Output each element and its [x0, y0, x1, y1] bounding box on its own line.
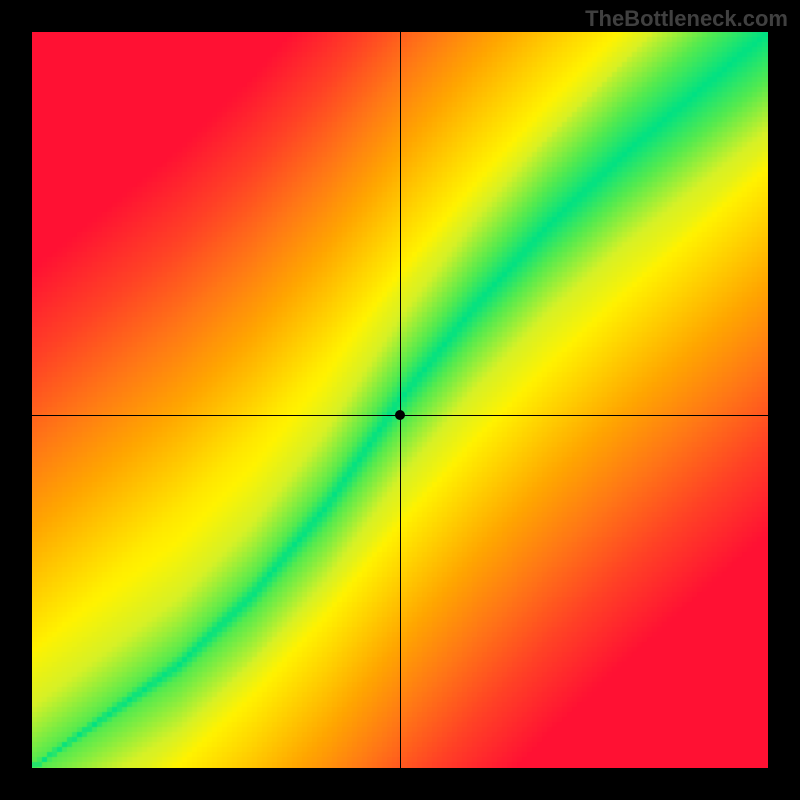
crosshair-marker	[395, 410, 405, 420]
crosshair-vertical	[400, 32, 401, 768]
heatmap-plot	[32, 32, 768, 768]
watermark-text: TheBottleneck.com	[585, 6, 788, 32]
